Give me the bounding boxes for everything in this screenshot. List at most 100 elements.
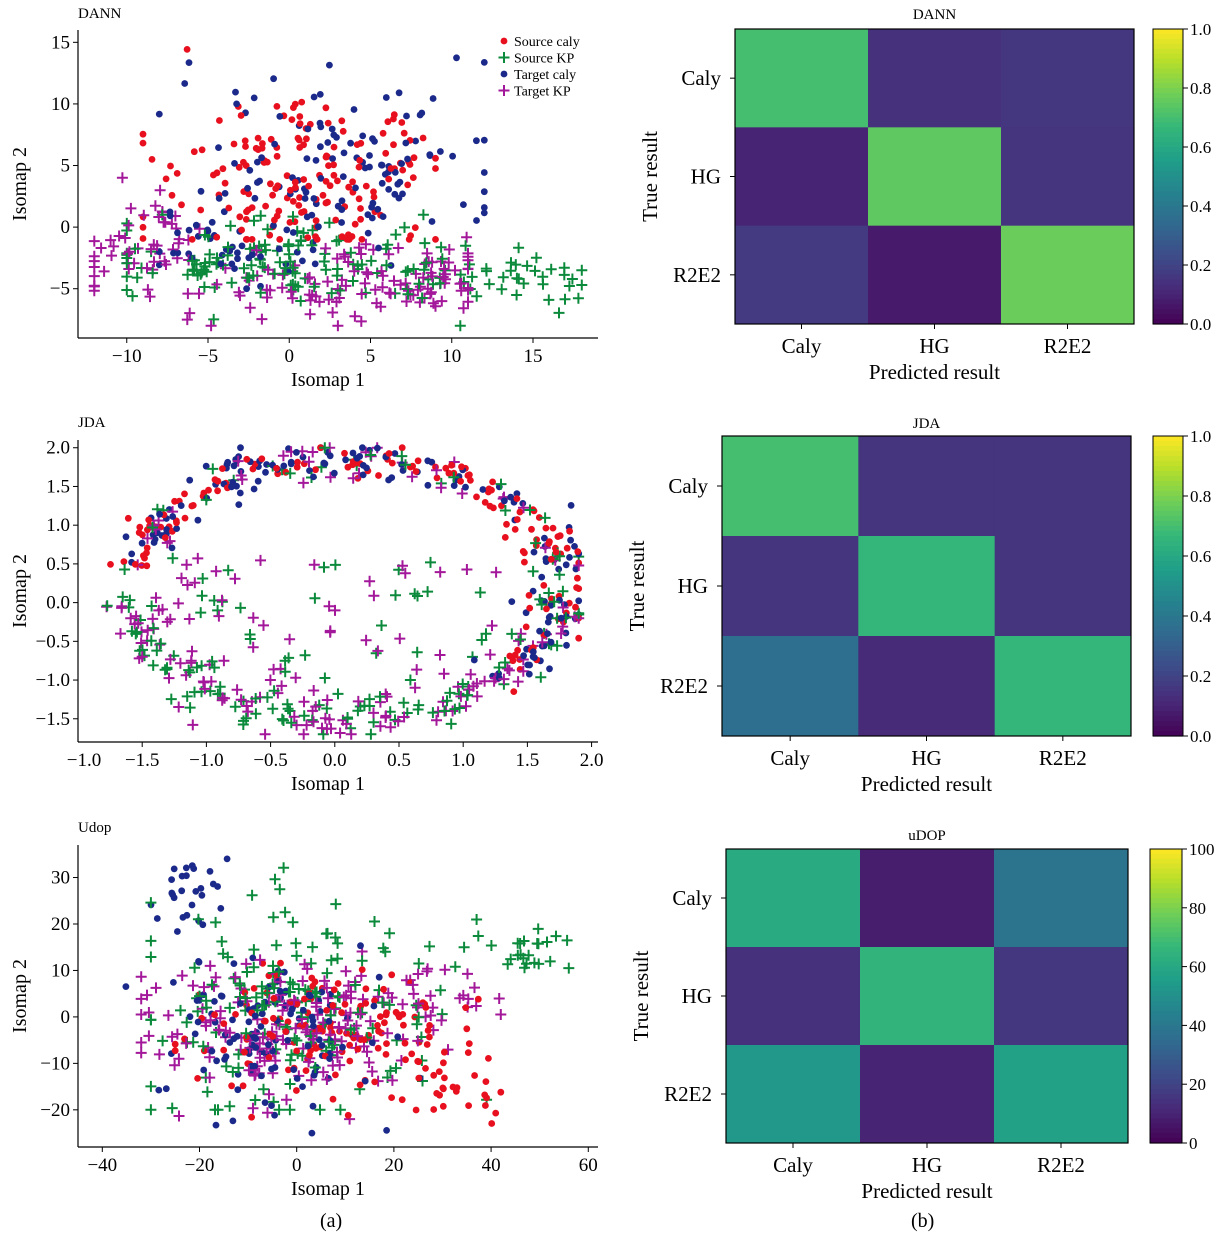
data-point [182,579,193,591]
data-point [525,670,533,678]
data-point [493,662,505,673]
data-point [207,463,219,475]
data-point [141,989,153,1001]
colorbar-segment [1150,917,1182,924]
data-point [143,562,151,570]
data-point [321,982,333,994]
data-point [332,283,344,295]
data-point [410,154,418,162]
data-point [395,194,403,202]
data-point [341,1000,349,1008]
data-point [400,1021,407,1029]
data-point [211,1011,219,1019]
colorbar-segment [1150,1118,1182,1124]
data-point [223,855,231,863]
colorbar: 0.00.20.40.60.81.0 [1152,427,1212,746]
data-point [405,236,413,243]
data-point [375,244,382,252]
data-point [360,238,372,250]
data-point [188,236,196,243]
data-point [181,314,193,326]
data-point [385,288,397,300]
data-point [204,227,212,235]
data-point [385,721,397,733]
data-point [346,1057,354,1065]
data-point [324,139,332,146]
heatmap-cell [868,225,1002,325]
data-point [370,193,378,201]
data-point [426,1033,433,1041]
colorbar-segment [1153,716,1183,722]
data-point [530,252,542,264]
data-point [106,250,117,262]
colorbar-segment [1150,932,1182,938]
data-point [503,520,510,528]
data-point [276,113,284,120]
data-point [497,1088,505,1096]
data-point [113,230,125,242]
chart-title: Udop [78,820,111,836]
data-point [173,701,185,713]
data-point [402,265,414,277]
colorbar-segment [1150,927,1182,933]
data-point [361,1046,373,1058]
data-point [211,998,218,1005]
data-point [576,279,588,291]
data-point [360,1036,368,1044]
data-point [380,688,392,700]
data-point [145,951,157,963]
data-point [101,600,113,612]
data-point [347,472,359,484]
x-axis-label: Predicted result [861,772,992,796]
data-point [293,1075,301,1082]
data-point [567,502,575,509]
data-point [356,156,364,164]
data-point [474,587,486,598]
data-point [518,502,529,514]
data-point [308,1129,316,1137]
y-tick-label: 10 [51,960,70,981]
data-point [246,166,254,174]
data-point [404,674,416,686]
data-point [424,288,436,300]
data-point [290,1066,298,1073]
data-point [538,573,546,581]
data-point [299,984,311,996]
data-point [566,527,573,535]
colorbar-segment [1150,1025,1182,1031]
data-point [228,1082,236,1090]
data-point [293,1047,300,1055]
data-point [141,262,153,274]
data-point [422,586,434,598]
heatmap-cell [1001,127,1135,227]
data-point [194,232,202,240]
data-point [321,1074,333,1085]
colorbar-segment [1153,279,1183,286]
data-point [216,594,228,606]
data-point [258,455,266,463]
data-point [261,1099,269,1106]
data-point [288,116,296,123]
data-point [240,992,251,1004]
data-point [371,997,378,1005]
data-point [390,115,397,123]
colorbar-segment [1153,731,1183,737]
data-point [410,268,422,280]
colorbar-segment [1150,1103,1182,1110]
data-point [400,129,408,137]
data-point [151,240,163,252]
data-point [284,1018,292,1026]
data-point [400,266,412,278]
data-point [291,178,299,186]
data-point [262,223,274,235]
data-point [293,463,301,471]
x-tick-label: 1.0 [451,750,475,771]
data-point [129,243,141,255]
data-point [234,255,241,263]
y-tick-label: 0.5 [46,554,70,575]
data-point [352,184,359,192]
data-point [214,477,222,485]
data-point [561,934,573,946]
data-point [471,690,483,702]
data-point [288,711,300,723]
